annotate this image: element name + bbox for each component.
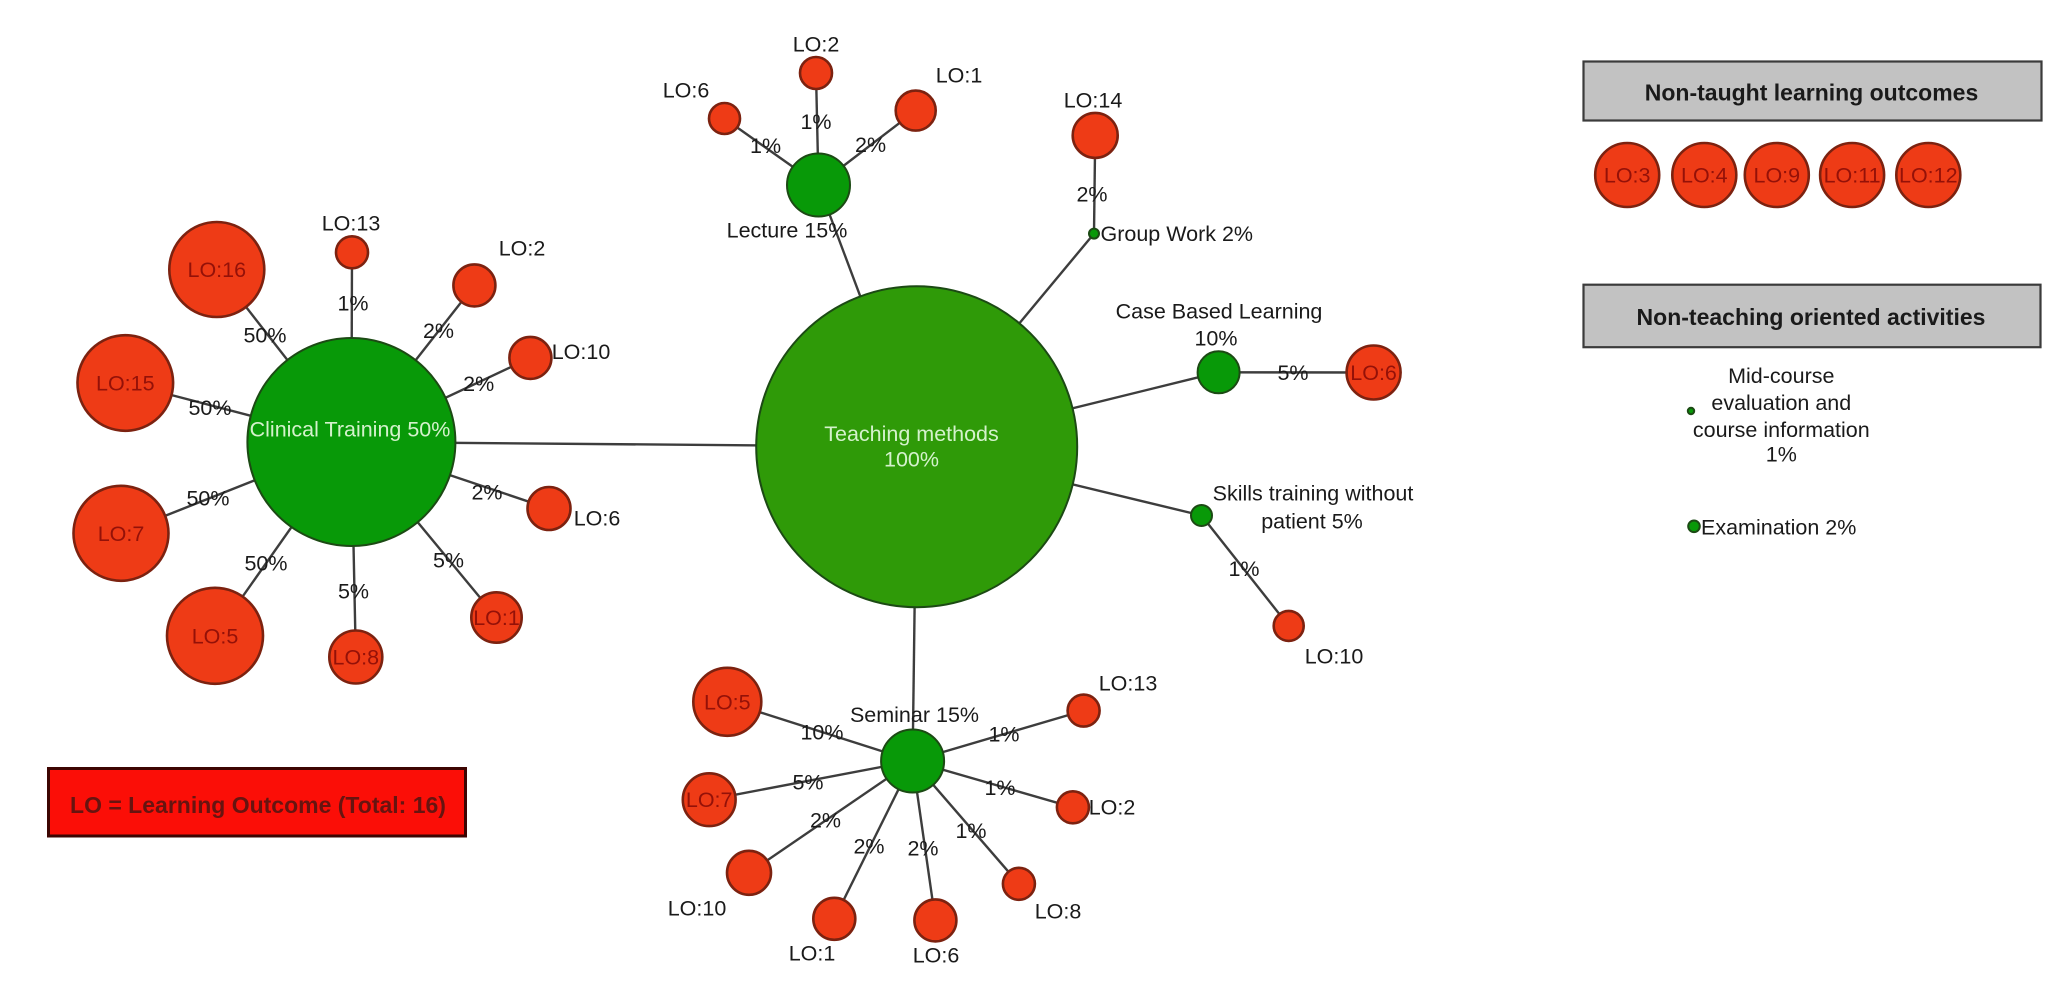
svg-text:LO = Learning Outcome (Total:: LO = Learning Outcome (Total: 16): [70, 792, 446, 818]
svg-text:LO:2: LO:2: [1089, 796, 1136, 820]
svg-text:LO:6: LO:6: [913, 944, 960, 968]
svg-text:5%: 5%: [433, 549, 464, 573]
svg-text:LO:13: LO:13: [322, 212, 381, 236]
svg-text:Non-taught learning outcomes: Non-taught learning outcomes: [1645, 80, 1979, 106]
svg-text:2%: 2%: [463, 372, 494, 396]
svg-text:1%: 1%: [984, 776, 1015, 800]
svg-text:Group Work 2%: Group Work 2%: [1101, 222, 1254, 246]
svg-text:Clinical Training 50%: Clinical Training 50%: [250, 418, 451, 442]
svg-text:LO:1: LO:1: [789, 942, 836, 966]
svg-text:1%: 1%: [1766, 443, 1797, 467]
svg-text:LO:6: LO:6: [663, 79, 710, 103]
svg-text:10%: 10%: [1194, 327, 1237, 351]
svg-text:LO:8: LO:8: [1035, 900, 1082, 924]
svg-text:1%: 1%: [750, 134, 781, 158]
svg-text:50%: 50%: [186, 487, 229, 511]
svg-text:Examination 2%: Examination 2%: [1701, 516, 1856, 540]
svg-text:5%: 5%: [338, 580, 369, 604]
svg-text:LO:12: LO:12: [1899, 164, 1958, 188]
svg-text:LO:8: LO:8: [332, 646, 379, 670]
svg-text:2%: 2%: [423, 319, 454, 343]
svg-text:5%: 5%: [792, 771, 823, 795]
svg-text:Teaching methods: Teaching methods: [824, 422, 999, 446]
svg-text:Case Based Learning: Case Based Learning: [1116, 300, 1323, 324]
svg-text:1%: 1%: [988, 723, 1019, 747]
svg-text:100%: 100%: [884, 448, 939, 472]
svg-text:LO:7: LO:7: [98, 522, 145, 546]
svg-text:LO:2: LO:2: [499, 237, 546, 261]
svg-text:LO:10: LO:10: [668, 897, 727, 921]
svg-text:LO:6: LO:6: [574, 507, 621, 531]
svg-text:LO:1: LO:1: [473, 606, 520, 630]
svg-text:evaluation and: evaluation and: [1711, 391, 1851, 415]
svg-text:LO:3: LO:3: [1604, 164, 1651, 188]
svg-text:LO:10: LO:10: [552, 340, 611, 364]
svg-text:5%: 5%: [1277, 361, 1308, 385]
svg-text:LO:5: LO:5: [704, 690, 751, 714]
svg-text:LO:16: LO:16: [188, 258, 247, 282]
svg-text:LO:2: LO:2: [793, 33, 840, 57]
svg-text:Seminar 15%: Seminar 15%: [850, 703, 979, 727]
svg-text:Mid-course: Mid-course: [1728, 364, 1834, 388]
svg-text:LO:11: LO:11: [1824, 164, 1881, 188]
svg-text:1%: 1%: [1228, 557, 1259, 581]
svg-text:LO:10: LO:10: [1305, 645, 1364, 669]
svg-text:LO:1: LO:1: [936, 64, 983, 88]
svg-text:LO:14: LO:14: [1064, 89, 1123, 113]
svg-text:course information: course information: [1693, 418, 1870, 442]
svg-text:2%: 2%: [1076, 183, 1107, 207]
svg-text:LO:13: LO:13: [1099, 672, 1158, 696]
svg-text:2%: 2%: [810, 809, 841, 833]
svg-text:2%: 2%: [471, 481, 502, 505]
svg-text:2%: 2%: [853, 835, 884, 859]
svg-text:Lecture 15%: Lecture 15%: [727, 219, 848, 243]
svg-text:LO:6: LO:6: [1350, 361, 1397, 385]
svg-text:50%: 50%: [244, 552, 287, 576]
svg-text:50%: 50%: [188, 396, 231, 420]
svg-text:Skills training without: Skills training without: [1213, 482, 1414, 506]
svg-text:2%: 2%: [907, 837, 938, 861]
svg-text:LO:15: LO:15: [96, 372, 155, 396]
svg-text:50%: 50%: [243, 324, 286, 348]
svg-text:1%: 1%: [955, 819, 986, 843]
svg-text:2%: 2%: [855, 133, 886, 157]
svg-text:LO:9: LO:9: [1753, 164, 1800, 188]
svg-text:1%: 1%: [800, 110, 831, 134]
svg-text:1%: 1%: [337, 292, 368, 316]
svg-text:patient 5%: patient 5%: [1261, 510, 1363, 534]
svg-text:LO:4: LO:4: [1681, 164, 1728, 188]
svg-text:LO:5: LO:5: [192, 624, 239, 648]
svg-text:Non-teaching oriented activiti: Non-teaching oriented activities: [1637, 304, 1986, 330]
svg-text:10%: 10%: [800, 721, 843, 745]
svg-text:LO:7: LO:7: [686, 788, 733, 812]
